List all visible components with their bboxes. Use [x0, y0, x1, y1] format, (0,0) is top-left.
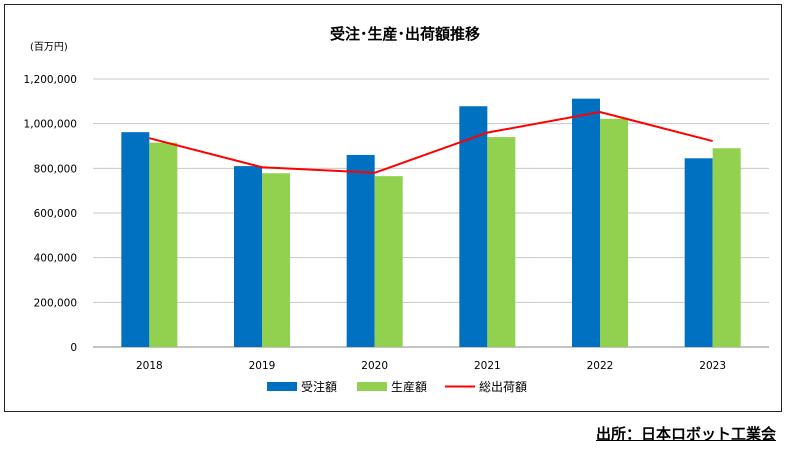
y-tick-label: 1,000,000 [24, 119, 77, 131]
bar-受注額-2021 [459, 106, 488, 347]
y-tick-label: 0 [70, 342, 77, 354]
bar-受注額-2023 [684, 158, 713, 347]
legend-label: 受注額 [301, 379, 337, 394]
y-tick-label: 1,200,000 [24, 74, 77, 86]
bar-生産額-2022 [600, 118, 628, 348]
y-tick-label: 600,000 [34, 208, 77, 220]
source-note: 出所：日本ロボット工業会 [595, 425, 776, 443]
x-tick-label: 2018 [136, 360, 163, 372]
bar-受注額-2019 [234, 166, 262, 347]
legend: 受注額 生産額 総出荷額 [267, 379, 527, 394]
y-tick-label: 400,000 [34, 253, 77, 265]
y-tick-label: 200,000 [34, 297, 77, 309]
legend-label: 生産額 [391, 379, 427, 394]
line-総出荷額 [149, 111, 713, 174]
bar-受注額-2018 [121, 132, 150, 347]
grid-lines [93, 78, 769, 348]
x-tick-label: 2020 [361, 360, 388, 372]
unit-label: (百万円) [30, 41, 68, 53]
x-axis-ticks: 2018 2019 2020 2021 2022 2023 [136, 360, 726, 372]
legend-label: 総出荷額 [479, 380, 527, 394]
bar-受注額-2022 [572, 98, 600, 347]
y-axis-ticks: 0 200,000 400,000 600,000 800,000 1,000,000 1,… [24, 74, 77, 354]
bar-生産額-2019 [262, 173, 290, 347]
x-tick-label: 2023 [699, 360, 726, 372]
chart-title: 受注･生産･出荷額推移 [330, 25, 480, 43]
legend-swatch-受注額 [267, 382, 297, 391]
bar-生産額-2021 [487, 137, 516, 347]
x-tick-label: 2021 [474, 360, 501, 372]
bars [121, 98, 741, 348]
y-tick-label: 800,000 [34, 163, 77, 175]
line-series [149, 111, 713, 174]
chart-frame: 受注･生産･出荷額推移 (百万円) 0 200,000 400,000 600,000… [4, 4, 782, 412]
x-tick-label: 2022 [587, 360, 614, 372]
x-tick-label: 2019 [249, 360, 276, 372]
bar-生産額-2018 [149, 142, 178, 347]
legend-swatch-生産額 [357, 382, 387, 391]
bar-生産額-2020 [374, 176, 403, 347]
bar-生産額-2023 [712, 148, 741, 347]
chart-svg: 受注･生産･出荷額推移 (百万円) 0 200,000 400,000 600,000… [24, 25, 769, 394]
bar-受注額-2020 [346, 154, 375, 347]
